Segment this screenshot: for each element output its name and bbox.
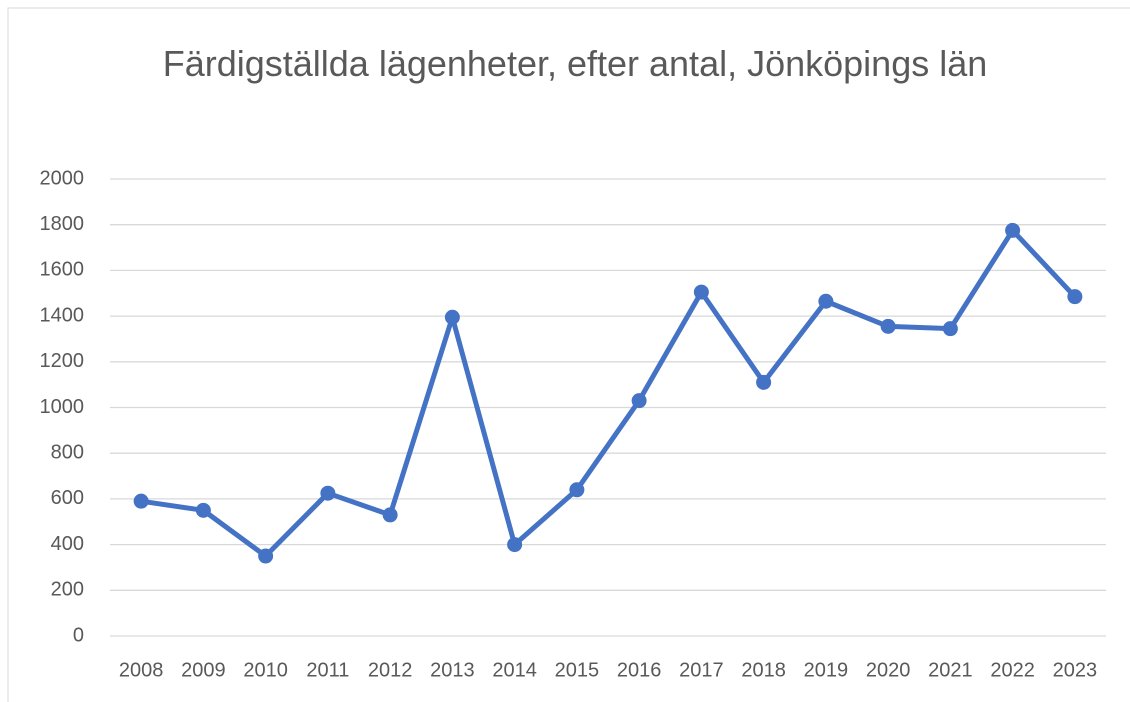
x-tick-label: 2013 (430, 659, 475, 681)
data-point (195, 502, 211, 518)
x-tick-label: 2021 (928, 659, 973, 681)
chart-border (7, 7, 1130, 702)
y-tick-label: 2000 (40, 167, 85, 189)
x-tick-label: 2019 (804, 659, 849, 681)
data-point (569, 482, 585, 498)
y-tick-label: 1800 (40, 213, 85, 235)
x-tick-label: 2008 (119, 659, 164, 681)
data-point (693, 284, 709, 300)
x-tick-label: 2010 (243, 659, 288, 681)
x-tick-label: 2016 (617, 659, 662, 681)
data-point (382, 507, 398, 523)
x-tick-label: 2009 (181, 659, 226, 681)
y-tick-label: 1600 (40, 259, 85, 281)
y-tick-label: 800 (51, 441, 84, 463)
x-tick-label: 2012 (368, 659, 413, 681)
data-point (444, 309, 460, 325)
y-tick-label: 1000 (40, 396, 85, 418)
y-tick-label: 400 (51, 533, 84, 555)
data-point (631, 393, 647, 409)
y-tick-label: 200 (51, 579, 84, 601)
x-tick-label: 2017 (679, 659, 724, 681)
x-tick-label: 2018 (741, 659, 786, 681)
x-tick-label: 2020 (866, 659, 911, 681)
data-point (133, 493, 149, 509)
x-tick-label: 2011 (306, 659, 349, 681)
data-point (320, 485, 336, 501)
data-line (140, 227, 1077, 559)
data-point (258, 548, 274, 564)
data-point (1005, 222, 1021, 238)
x-tick-label: 2015 (555, 659, 600, 681)
x-tick-label: 2014 (492, 659, 537, 681)
y-tick-label: 0 (73, 624, 84, 646)
y-tick-label: 1200 (40, 350, 85, 372)
y-tick-label: 1400 (40, 304, 85, 326)
data-point (818, 293, 834, 309)
data-point (880, 318, 896, 334)
y-tick-label: 600 (51, 487, 84, 509)
x-tick-label: 2023 (1053, 659, 1098, 681)
x-tick-label: 2022 (990, 659, 1035, 681)
data-point (507, 537, 523, 553)
chart-title: Färdigställda lägenheter, efter antal, J… (162, 43, 988, 84)
data-point (1067, 289, 1083, 305)
data-point (942, 321, 958, 337)
data-point (756, 374, 772, 390)
